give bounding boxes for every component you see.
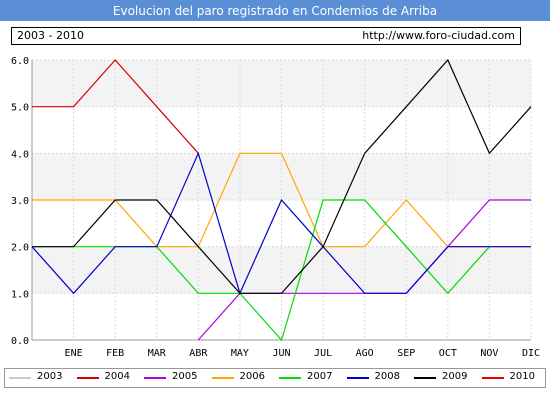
legend-label: 2010 — [509, 371, 535, 382]
legend-label: 2004 — [104, 371, 130, 382]
x-tick-label: JUL — [314, 348, 332, 359]
x-tick-label: MAY — [231, 348, 249, 359]
legend-swatch — [279, 377, 301, 379]
x-tick-label: JUN — [272, 348, 290, 359]
y-tick-label: 1.0 — [11, 289, 29, 300]
source-url[interactable]: http://www.foro-ciudad.com — [362, 29, 515, 42]
plot-band — [32, 200, 531, 247]
legend-label: 2009 — [442, 371, 468, 382]
series-line-2007 — [32, 199, 490, 342]
legend-swatch — [211, 377, 234, 379]
y-tick-label: 3.0 — [11, 196, 29, 207]
legend: 2003 2004 2005 2006 2007 2008 2009 2010 — [4, 368, 546, 388]
chart-title: Evolucion del paro registrado en Condemi… — [112, 3, 438, 18]
series-line-2008 — [31, 151, 531, 296]
legend-swatch — [9, 377, 31, 379]
y-tick-label: 5.0 — [11, 103, 29, 114]
y-tick-label: 2.0 — [11, 243, 29, 254]
x-tick-label: DIC — [522, 348, 540, 359]
legend-swatch — [144, 377, 166, 379]
x-tick-label: SEP — [397, 348, 415, 359]
series-line-2009 — [32, 58, 532, 294]
legend-label: 2007 — [307, 371, 333, 382]
legend-label: 2006 — [239, 371, 265, 382]
info-box: 2003 - 2010 http://www.foro-ciudad.com — [11, 27, 521, 45]
legend-swatch — [481, 377, 504, 379]
x-tick-label: MAR — [148, 348, 167, 359]
x-tick-label: AGO — [356, 348, 374, 359]
legend-label: 2003 — [37, 371, 63, 382]
series-line-2004 — [32, 59, 199, 154]
plot-band — [32, 60, 531, 107]
y-tick-label: 0.0 — [11, 336, 29, 347]
x-tick-label: OCT — [439, 348, 457, 359]
x-tick-label: FEB — [106, 348, 124, 359]
legend-swatch — [76, 377, 99, 379]
legend-swatch — [346, 377, 369, 379]
x-tick-label: ABR — [189, 348, 208, 359]
y-tick-label: 6.0 — [11, 56, 29, 67]
x-tick-label: NOV — [480, 348, 498, 359]
legend-label: 2005 — [172, 371, 198, 382]
chart-title-bar: Evolucion del paro registrado en Condemi… — [0, 0, 550, 21]
legend-label: 2008 — [374, 371, 400, 382]
x-tick-label: ENE — [65, 348, 83, 359]
legend-swatch — [414, 377, 436, 379]
years-range: 2003 - 2010 — [17, 29, 84, 42]
y-tick-label: 4.0 — [11, 149, 29, 160]
